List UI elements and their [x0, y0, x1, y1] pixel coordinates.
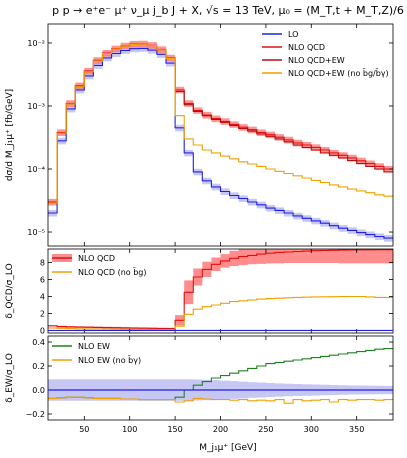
- y-tick-label: 6: [40, 276, 45, 285]
- x-tick-label: 200: [213, 425, 228, 434]
- y-tick-label: 10⁻³: [27, 102, 45, 111]
- y-tick-label: 0.4: [32, 338, 45, 347]
- y-axis-label: dσ/d M_j₁μ⁺ [fb/GeV]: [5, 89, 15, 181]
- legend-label: NLO QCD: [78, 254, 115, 263]
- x-tick-label: 100: [122, 425, 137, 434]
- series-line: [48, 396, 393, 404]
- y-tick-label: −0.2: [26, 410, 45, 419]
- legend-label: NLO QCD+EW (no b̄g/b̄γ): [288, 68, 389, 78]
- legend: NLO QCD NLO QCD (no b̄g): [52, 254, 147, 277]
- legend: LO NLO QCD NLO QCD+EW NLO QCD+EW (no b̄g/b̄…: [262, 30, 389, 78]
- y-axis-label: δ_EW/σ_LO: [5, 353, 15, 403]
- x-tick-label: 300: [304, 425, 319, 434]
- panel-ratio_ew: −0.2 0.0 0.2 0.4 δ_EW/σ_LO: [5, 335, 394, 421]
- panel-main: 10⁻⁵ 10⁻⁴ 10⁻³ 10⁻² dσ/d M_j₁μ⁺ [fb/GeV]: [5, 23, 394, 247]
- series-line: [48, 295, 393, 331]
- x-tick-label: 250: [258, 425, 273, 434]
- x-tick-label: 50: [79, 425, 89, 434]
- uncertainty-band: [48, 40, 393, 206]
- legend-label: NLO QCD+EW: [288, 56, 345, 65]
- series-line: [48, 249, 393, 330]
- x-axis-label: M_j₁μ⁺ [GeV]: [199, 443, 256, 453]
- legend: NLO EW NLO EW (no b̄γ): [52, 342, 141, 365]
- legend-label: NLO EW (no b̄γ): [78, 355, 141, 365]
- y-tick-label: 10⁻⁴: [27, 165, 45, 174]
- y-tick-label: 0.0: [32, 386, 45, 395]
- y-axis-label: δ_QCD/σ_LO: [5, 263, 15, 318]
- legend-label: NLO EW: [78, 342, 110, 351]
- series-line: [48, 47, 393, 239]
- figure-title: p p → e⁺e⁻ μ⁺ ν_μ j_b J + X, √s = 13 TeV…: [52, 4, 404, 17]
- y-tick-label: 0.2: [32, 362, 45, 371]
- y-tick-label: 10⁻²: [27, 39, 45, 48]
- x-tick-label: 350: [349, 425, 364, 434]
- legend-label: NLO QCD (no b̄g): [78, 267, 147, 277]
- uncertainty-band: [48, 249, 393, 330]
- series-line: [48, 43, 393, 204]
- legend-label: LO: [288, 30, 298, 39]
- y-tick-label: 10⁻⁵: [27, 228, 45, 237]
- x-tick-label: 150: [167, 425, 182, 434]
- y-tick-label: 2: [40, 309, 45, 318]
- y-tick-label: 0: [40, 326, 45, 335]
- y-tick-label: 4: [40, 293, 45, 302]
- y-tick-label: 8: [40, 259, 45, 268]
- legend-label: NLO QCD: [288, 43, 325, 52]
